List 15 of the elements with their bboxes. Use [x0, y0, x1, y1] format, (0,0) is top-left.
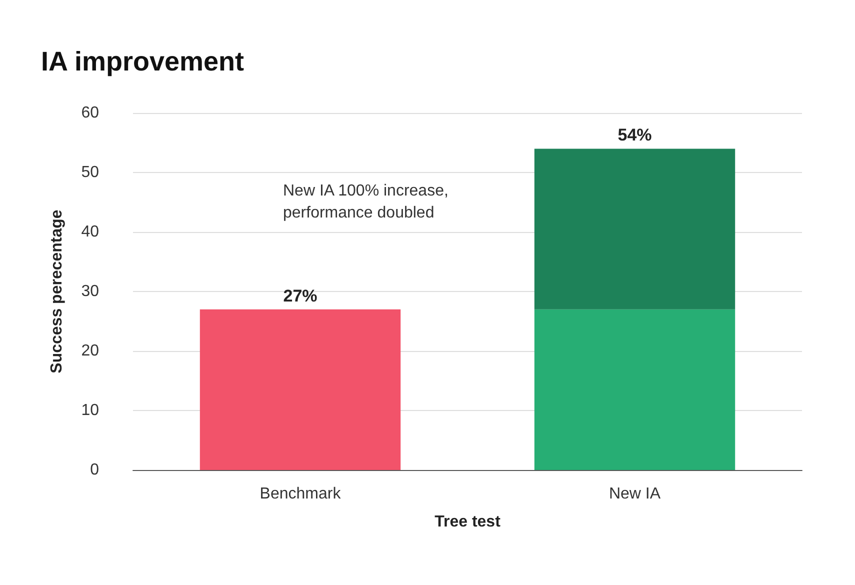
annotation: New IA 100% increase, performance doubled [283, 182, 448, 222]
y-tick-label: 60 [81, 104, 100, 122]
y-tick-label: 40 [81, 224, 100, 240]
y-tick-label: 50 [81, 164, 100, 181]
chart-title: IA improvement [41, 46, 244, 76]
y-tick-label: 10 [81, 402, 100, 419]
x-axis-title: Tree test [434, 514, 502, 530]
total-label: 27% [283, 286, 318, 306]
x-tick-label: New IA [608, 486, 661, 502]
total-label: 54% [618, 126, 652, 145]
y-tick-label: 20 [81, 342, 100, 360]
y-axis-title: Success perecentage [48, 210, 66, 374]
y-tick-label: 0 [90, 462, 100, 478]
y-tick-label: 30 [81, 283, 100, 300]
x-tick-label: Benchmark [260, 486, 342, 502]
